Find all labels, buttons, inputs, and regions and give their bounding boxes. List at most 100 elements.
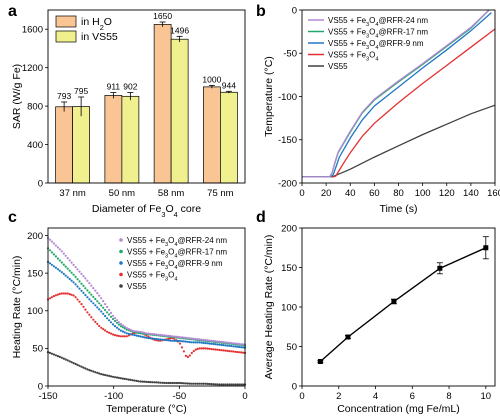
data-point [345,334,351,340]
data-point [60,292,63,295]
data-point [108,331,111,334]
data-point [159,333,162,336]
data-point [226,344,229,347]
x-tick-label: 60 [369,188,380,199]
legend-swatch [55,30,77,43]
data-point [240,383,243,386]
data-point [180,382,184,385]
data-point [72,294,75,297]
data-point [68,259,71,262]
data-point [104,314,107,318]
data-point [204,382,207,385]
data-point [317,359,323,365]
data-point [139,330,142,334]
data-point [188,337,191,340]
data-point [54,294,58,297]
y-tick-label: 150 [27,268,43,279]
data-point [139,380,142,383]
x-tick-label: 8 [446,391,451,402]
data-point [104,329,107,332]
data-point [119,335,122,338]
data-point [72,273,75,276]
data-point [76,278,79,281]
data-point [208,342,211,345]
data-point [192,341,195,344]
data-point [161,338,164,341]
data-point [84,294,87,297]
data-point [119,325,122,328]
data-point [171,335,174,338]
series-line [302,28,496,178]
data-point [96,322,99,325]
data-point [84,308,87,311]
x-category-label: 58 nm [158,188,184,199]
data-point [98,324,101,328]
data-point [66,267,69,270]
legend-marker [119,284,123,288]
data-point [194,382,197,385]
data-point [145,332,148,335]
data-point [173,337,176,340]
data-point [84,277,87,280]
data-point [230,344,233,348]
data-point [98,372,101,375]
y-axis-title: Temperature (°C) [263,56,275,137]
data-point [234,383,237,386]
data-point [92,302,95,305]
data-point [190,382,193,385]
data-point [131,333,134,336]
data-point [182,336,185,339]
data-point [48,238,52,241]
legend-marker [119,261,123,265]
data-point [171,381,174,385]
data-point [180,336,184,339]
legend-entry: VS55 + Fe3O4@RFR-17 nm [127,248,227,260]
data-point [100,326,103,329]
data-point [198,382,201,385]
x-tick-label: -50 [172,391,186,402]
data-point [123,335,126,338]
data-point [153,337,156,340]
data-point [228,383,231,386]
data-point [82,275,85,278]
data-point [163,381,166,384]
legend-entry: VS55 + Fe3O4@RFR-24 nm [127,236,227,248]
panel-label-a: a [8,3,17,20]
data-point [125,335,128,338]
data-point [123,331,126,334]
data-point [212,339,215,343]
data-point [178,342,182,345]
data-point [161,334,164,337]
y-tick-label: 100 [281,302,297,313]
data-point [196,338,199,341]
data-point [228,344,231,347]
x-tick-label: 100 [415,188,431,199]
data-point [86,279,89,282]
data-point [111,333,115,336]
data-point [230,350,233,353]
data-point [121,330,124,333]
data-point [58,248,61,251]
legend-entry: VS55 + Fe3O4@RFR-24 nm [328,16,428,28]
data-point [76,298,79,301]
data-point [74,275,77,278]
panel-label-c: c [8,209,17,226]
data-point [60,356,63,359]
data-point [72,362,75,365]
data-point [240,351,243,354]
data-point [84,287,87,290]
y-tick-label: -200 [278,178,297,189]
y-axis-title: SAR (W/g Fe) [11,64,23,129]
y-axis-title: Heating Rate (°C/min) [11,256,23,359]
y-tick-label: 0 [292,381,297,392]
data-point [147,337,150,340]
data-point [230,383,233,386]
data-point [214,383,217,386]
data-point [115,334,119,337]
data-point [111,323,115,326]
data-point [216,348,219,351]
data-point [135,379,138,382]
data-point [86,311,89,314]
data-point [163,334,166,337]
data-point [238,351,241,354]
